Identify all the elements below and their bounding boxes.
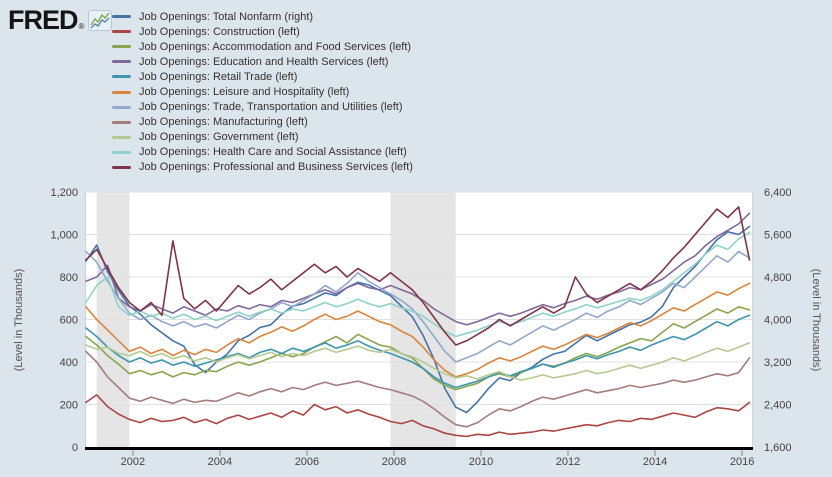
legend-swatch — [112, 165, 131, 169]
legend-item: Job Openings: Leisure and Hospitality (l… — [112, 84, 413, 99]
fred-logo-sparkline-icon — [88, 10, 113, 31]
legend-swatch — [112, 135, 131, 139]
legend-item: Job Openings: Accommodation and Food Ser… — [112, 39, 413, 54]
series-line-health-care-social-assistance — [85, 231, 751, 338]
chart-legend: Job Openings: Total Nonfarm (right) Job … — [112, 9, 413, 175]
legend-swatch — [112, 120, 131, 124]
x-tick-label: 2010 — [469, 456, 493, 468]
right-axis-tick-label: 2,400 — [764, 400, 792, 412]
series-line-trade-transportation-utilities — [85, 250, 751, 363]
registered-trademark-symbol: ® — [78, 22, 85, 31]
fred-logo-text: FRED — [8, 5, 78, 35]
x-tick-label: 2012 — [556, 456, 580, 468]
legend-label: Job Openings: Government (left) — [139, 131, 299, 144]
legend-label: Job Openings: Accommodation and Food Ser… — [139, 40, 412, 53]
series-line-manufacturing — [85, 350, 751, 428]
legend-swatch — [112, 60, 131, 64]
x-tick-label: 2016 — [730, 456, 754, 468]
legend-item: Job Openings: Education and Health Servi… — [112, 54, 413, 69]
legend-label: Job Openings: Leisure and Hospitality (l… — [139, 86, 350, 99]
legend-item: Job Openings: Construction (left) — [112, 24, 413, 39]
series-line-construction — [85, 394, 751, 438]
legend-item: Job Openings: Manufacturing (left) — [112, 115, 413, 130]
legend-label: Job Openings: Manufacturing (left) — [139, 116, 308, 129]
legend-label: Job Openings: Trade, Transportation and … — [139, 101, 403, 114]
legend-label: Job Openings: Construction (left) — [139, 25, 300, 38]
legend-label: Job Openings: Total Nonfarm (right) — [139, 10, 314, 23]
right-axis-tick-label: 6,400 — [764, 187, 792, 199]
series-line-retail-trade — [85, 314, 751, 389]
right-axis-tick-label: 4,000 — [764, 315, 792, 327]
series-line-leisure-hospitality — [85, 282, 751, 378]
legend-item: Job Openings: Professional and Business … — [112, 160, 413, 175]
legend-swatch — [112, 105, 131, 109]
legend-item: Job Openings: Total Nonfarm (right) — [112, 9, 413, 24]
x-tick-label: 2008 — [382, 456, 406, 468]
left-axis-tick-label: 1,200 — [50, 187, 78, 199]
right-axis-tick-label: 4,800 — [764, 272, 792, 284]
x-tick-label: 2004 — [208, 456, 232, 468]
left-axis-tick-label: 200 — [60, 400, 78, 412]
series-line-professional-business-services — [85, 206, 751, 346]
legend-label: Job Openings: Health Care and Social Ass… — [139, 146, 407, 159]
legend-item: Job Openings: Retail Trade (left) — [112, 69, 413, 84]
series-line-accommodation-food-services — [85, 305, 751, 391]
legend-swatch — [112, 90, 131, 94]
right-axis-tick-label: 5,600 — [764, 230, 792, 242]
left-axis-tick-label: 600 — [60, 315, 78, 327]
legend-swatch — [112, 150, 131, 154]
legend-item: Job Openings: Trade, Transportation and … — [112, 100, 413, 115]
legend-swatch — [112, 75, 131, 79]
left-axis-tick-label: 1,000 — [50, 230, 78, 242]
legend-swatch — [112, 15, 131, 19]
x-tick-label: 2014 — [643, 456, 667, 468]
legend-label: Job Openings: Professional and Business … — [139, 161, 413, 174]
fred-logo[interactable]: FRED ® — [8, 5, 113, 35]
left-axis-tick-label: 0 — [72, 442, 78, 454]
x-tick-label: 2006 — [295, 456, 319, 468]
right-axis-title: (Level in Thousands) — [810, 269, 822, 372]
legend-item: Job Openings: Health Care and Social Ass… — [112, 145, 413, 160]
left-axis-tick-label: 400 — [60, 357, 78, 369]
right-axis-tick-label: 1,600 — [764, 442, 792, 454]
legend-label: Job Openings: Retail Trade (left) — [139, 70, 298, 83]
x-tick-label: 2002 — [121, 456, 145, 468]
series-line-government — [85, 342, 751, 381]
legend-label: Job Openings: Education and Health Servi… — [139, 55, 389, 68]
left-axis-tick-label: 800 — [60, 272, 78, 284]
legend-swatch — [112, 45, 131, 49]
right-axis-tick-label: 3,200 — [764, 357, 792, 369]
legend-item: Job Openings: Government (left) — [112, 130, 413, 145]
left-axis-title: (Level in Thousands) — [13, 269, 25, 372]
legend-swatch — [112, 30, 131, 34]
